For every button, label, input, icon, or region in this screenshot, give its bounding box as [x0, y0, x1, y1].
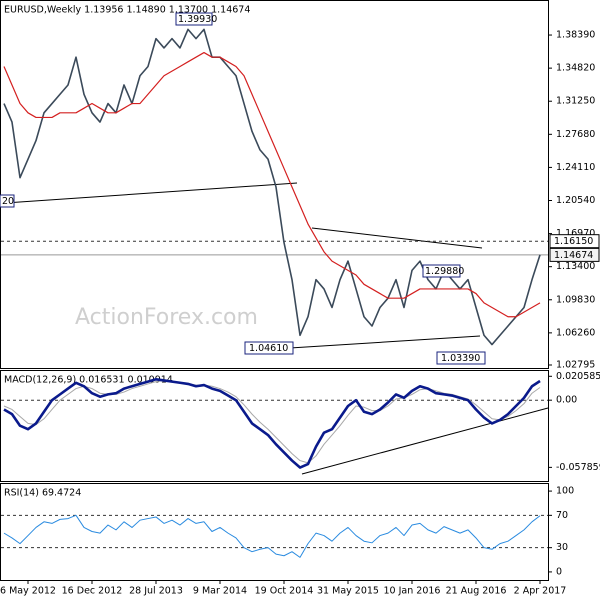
y-tick-label: 1.02795 [556, 359, 595, 370]
macd-title: MACD(12,26,9) 0.016531 0.010914 [4, 375, 173, 386]
price-pane [0, 0, 549, 369]
annotation-label: 1.03390 [441, 353, 480, 364]
y-tick-label: 1.16970 [556, 228, 595, 239]
x-tick-label: 21 Aug 2016 [446, 586, 507, 597]
x-tick-label: 19 Oct 2014 [255, 586, 314, 597]
annotation: 20 [0, 194, 15, 208]
annotation-label: 1.29880 [425, 266, 464, 277]
y-tick-label: 30 [556, 542, 568, 553]
trend-line [301, 407, 549, 475]
trend-line [311, 227, 483, 249]
rsi-pane [0, 483, 549, 581]
annotation: 1.39930 [175, 12, 217, 26]
y-tick-label: 0.00 [556, 395, 577, 406]
annotation-label: 1.39930 [178, 14, 217, 25]
series-line [3, 377, 541, 469]
level-box [549, 234, 600, 249]
annotation: 1.29880 [422, 264, 464, 278]
x-tick-label: 9 Mar 2014 [193, 586, 247, 597]
y-tick-label: 1.38390 [556, 30, 595, 41]
y-tick-label: 1.06260 [556, 327, 595, 338]
level-label: 1.16150 [554, 236, 593, 247]
y-tick-label: 70 [556, 510, 568, 521]
level-box [549, 247, 600, 262]
y-tick-label: 1.13400 [556, 261, 595, 272]
y-tick-label: 1.20540 [556, 195, 595, 206]
y-tick-label: 1.27680 [556, 129, 595, 140]
y-tick-label: -0.057859 [556, 462, 600, 473]
y-tick-label: 0.020585 [556, 371, 600, 382]
y-tick-label: 100 [556, 486, 574, 497]
annotation: 1.04610 [244, 341, 294, 355]
x-tick-label: 28 Jul 2013 [129, 586, 183, 597]
x-tick-label: 10 Jan 2016 [384, 586, 441, 597]
y-tick-label: 1.24110 [556, 162, 595, 173]
rsi-title: RSI(14) 69.4724 [4, 488, 81, 499]
trend-line [289, 335, 481, 349]
series-line [3, 51, 541, 318]
y-tick-label: 1.31250 [556, 96, 595, 107]
level-label: 1.14674 [554, 250, 593, 261]
y-tick-label: 1.34820 [556, 63, 595, 74]
x-tick-label: 16 Dec 2012 [62, 586, 123, 597]
x-tick-label: 6 May 2012 [0, 586, 56, 597]
x-tick-label: 31 May 2015 [317, 586, 379, 597]
macd-pane [0, 370, 549, 482]
annotation-label: 20 [2, 196, 14, 207]
y-tick-label: 1.09830 [556, 294, 595, 305]
trend-line [4, 182, 298, 204]
series-line [3, 28, 541, 346]
annotation-label: 1.04610 [249, 343, 288, 354]
watermark: ActionForex.com [75, 305, 258, 330]
annotation: 1.03390 [436, 351, 486, 365]
y-tick-label: 0 [556, 566, 562, 577]
x-tick-label: 2 Apr 2017 [514, 586, 567, 597]
price-title: EURUSD,Weekly 1.13956 1.14890 1.13700 1.… [4, 5, 250, 16]
series-line [3, 514, 541, 558]
